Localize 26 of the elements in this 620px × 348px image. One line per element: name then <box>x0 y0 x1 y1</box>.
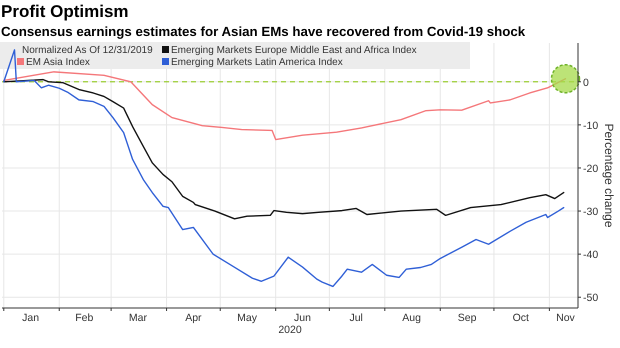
x-tick-label: Feb <box>75 312 94 324</box>
x-tick-label: Oct <box>512 312 530 324</box>
chart-title: Profit Optimism <box>1 2 129 21</box>
y-axis-title: Percentage change <box>602 123 616 228</box>
legend-label: Emerging Markets Europe Middle East and Africa Index <box>171 45 417 56</box>
line-series <box>3 78 564 220</box>
x-tick-label: Sep <box>458 312 477 324</box>
x-tick-label: May <box>237 312 258 324</box>
y-tick-label: -50 <box>583 292 598 304</box>
chart-subtitle: Consensus earnings estimates for Asian EMs have recovered from Covid-19 shock <box>1 24 526 39</box>
x-tick-label: Apr <box>185 312 202 324</box>
y-tick-label: 0 <box>583 76 589 89</box>
x-axis-title: 2020 <box>278 324 302 336</box>
y-tick-label: -30 <box>583 206 598 218</box>
x-tick-label: Nov <box>556 312 576 324</box>
x-tick-label: Jan <box>22 312 40 324</box>
x-tick-label: Mar <box>128 312 148 324</box>
x-tick-label: Jul <box>349 312 363 324</box>
y-tick-label: -10 <box>583 120 598 132</box>
legend-title: Normalized As Of 12/31/2019 <box>22 45 154 56</box>
x-tick-label: Jun <box>294 312 312 324</box>
x-tick-label: Aug <box>402 312 422 324</box>
y-tick-label: -40 <box>583 249 598 262</box>
legend-label: Emerging Markets Latin America Index <box>171 57 343 68</box>
legend-label: EM Asia Index <box>26 57 90 68</box>
y-tick-label: -20 <box>583 162 598 175</box>
